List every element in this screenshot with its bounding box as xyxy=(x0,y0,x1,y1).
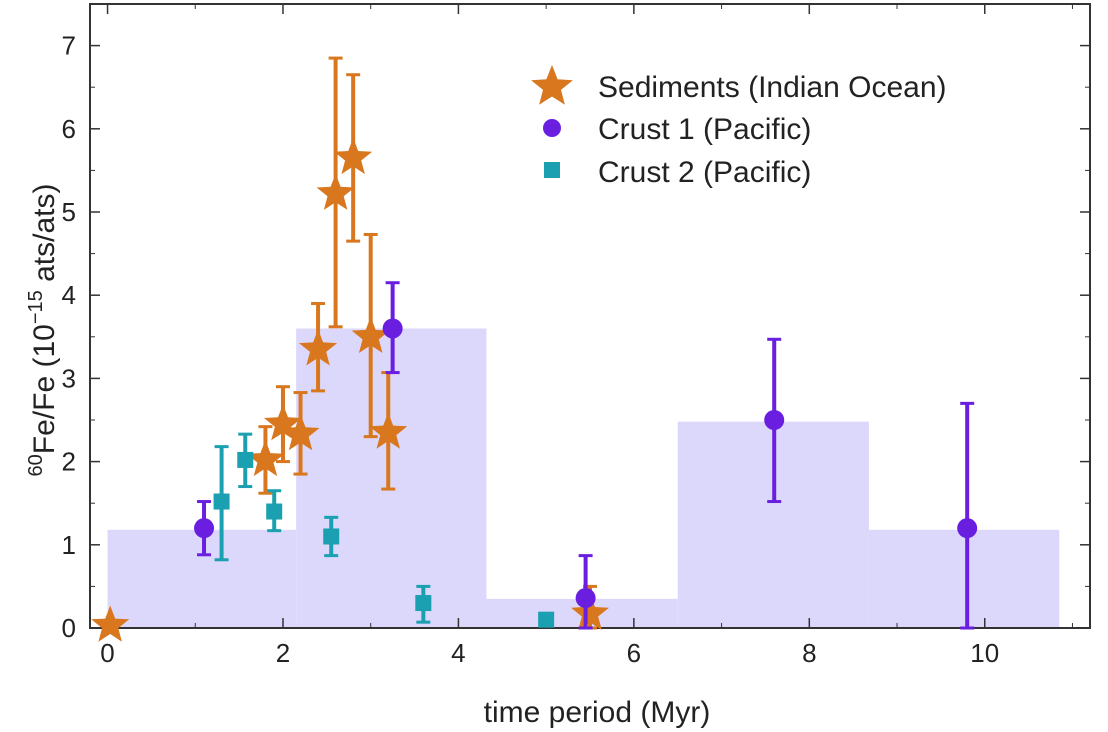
data-point-star xyxy=(264,404,302,441)
data-point-star xyxy=(91,605,130,642)
x-axis-title: time period (Myr) xyxy=(484,696,711,729)
data-series xyxy=(91,56,978,642)
x-tick-label: 6 xyxy=(627,638,641,668)
data-point-square xyxy=(323,528,340,545)
data-point-square xyxy=(415,595,432,612)
data-point-square xyxy=(237,451,254,468)
data-point-star xyxy=(369,412,408,449)
y-tick-label: 2 xyxy=(62,447,76,477)
y-axis-title-unit: ats/ats) xyxy=(28,184,61,291)
legend-label-crust-2: Crust 2 (Pacific) xyxy=(598,156,811,189)
y-tick-label: 7 xyxy=(62,31,76,61)
y-tick-label: 4 xyxy=(62,280,76,310)
legend-label-sediments: Sediments (Indian Ocean) xyxy=(598,71,947,104)
data-point-circle xyxy=(194,518,215,539)
y-axis-title-superscript: 60 xyxy=(25,454,47,476)
y-tick-label: 3 xyxy=(62,363,76,393)
legend-circle-marker xyxy=(543,119,561,137)
x-tick-label: 2 xyxy=(276,638,290,668)
data-point-square xyxy=(538,611,555,628)
data-point-circle xyxy=(764,410,785,430)
background-step-4 xyxy=(868,529,1060,628)
data-point-star xyxy=(281,414,320,451)
series-star xyxy=(91,56,609,642)
background-step-1 xyxy=(296,328,487,628)
legend-item-crust-1: Crust 1 (Pacific) xyxy=(543,113,811,146)
y-axis-title-main: Fe/Fe (10 xyxy=(28,324,61,454)
x-tick-label: 4 xyxy=(451,638,465,668)
legend-star-marker xyxy=(531,65,573,105)
data-point-circle xyxy=(957,518,978,539)
data-point-star xyxy=(351,316,390,353)
data-point-circle xyxy=(575,588,596,609)
data-point-circle xyxy=(382,318,403,339)
series-circle xyxy=(194,281,978,630)
y-axis-title-exponent: −15 xyxy=(25,290,47,324)
x-tick-label: 10 xyxy=(970,638,999,668)
data-point-square xyxy=(266,503,283,520)
svg-text:60Fe/Fe (10−15 ats/ats): 60Fe/Fe (10−15 ats/ats) xyxy=(25,184,61,477)
legend: Sediments (Indian Ocean) Crust 1 (Pacifi… xyxy=(531,65,947,189)
x-tick-label: 8 xyxy=(802,638,816,668)
series-square xyxy=(213,432,555,628)
data-point-star xyxy=(334,137,373,175)
background-steps xyxy=(107,328,1060,628)
background-step-0 xyxy=(107,529,297,628)
y-tick-label: 5 xyxy=(62,197,76,227)
axis-ticks: 0 2 4 6 8 10 0 1 2 3 4 5 6 7 xyxy=(62,4,1090,668)
data-point-star xyxy=(299,329,338,366)
legend-label-crust-1: Crust 1 (Pacific) xyxy=(598,113,811,146)
y-tick-label: 6 xyxy=(62,114,76,144)
legend-square-marker xyxy=(544,162,560,178)
x-tick-label: 0 xyxy=(100,638,114,668)
data-point-square xyxy=(213,493,230,510)
data-point-star xyxy=(246,439,285,477)
legend-item-crust-2: Crust 2 (Pacific) xyxy=(544,156,811,189)
y-tick-label: 1 xyxy=(62,530,76,560)
y-tick-label: 0 xyxy=(62,613,76,643)
legend-item-sediments: Sediments (Indian Ocean) xyxy=(531,65,947,105)
y-axis-title: 60Fe/Fe (10−15 ats/ats) xyxy=(25,184,61,477)
data-point-star xyxy=(571,593,609,630)
data-point-star xyxy=(316,173,355,210)
